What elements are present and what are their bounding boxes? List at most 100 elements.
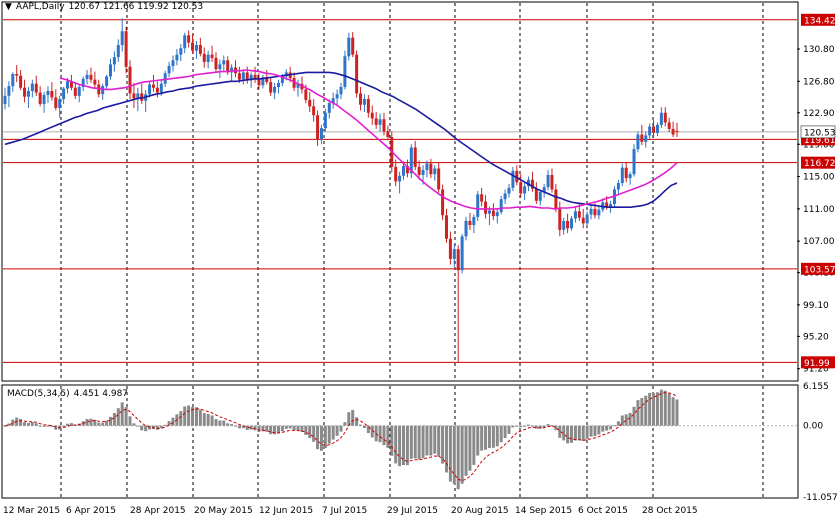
candle-body	[89, 74, 93, 80]
candle-body	[101, 86, 105, 95]
symbol-label: AAPL,Daily	[15, 2, 65, 12]
macd-histogram-bar	[214, 419, 218, 426]
macd-histogram-bar	[382, 425, 386, 446]
macd-histogram-bar	[421, 425, 425, 459]
macd-histogram-bar	[288, 425, 292, 429]
macd-histogram-bar	[566, 425, 570, 444]
macd-histogram-bar	[171, 417, 175, 426]
candle-body	[671, 128, 675, 135]
macd-histogram-bar	[124, 407, 128, 426]
macd-histogram-bar	[105, 420, 109, 426]
macd-histogram-bar	[269, 425, 273, 435]
candle-body	[296, 83, 300, 88]
macd-histogram-bar	[50, 425, 54, 427]
candle-body	[413, 147, 417, 167]
macd-histogram-bar	[573, 425, 577, 441]
macd-histogram-bar	[452, 425, 456, 485]
macd-histogram-bar	[355, 417, 359, 426]
price-tick-label: 91.20	[803, 365, 829, 375]
macd-histogram-bar	[644, 395, 648, 426]
candle-body	[280, 76, 284, 83]
macd-histogram-bar	[491, 425, 495, 448]
candle-body	[382, 119, 386, 132]
macd-histogram-bar	[417, 425, 421, 460]
candle-body	[194, 44, 198, 51]
macd-histogram-bar	[558, 425, 562, 438]
macd-histogram-bar	[179, 411, 183, 426]
candle-body	[38, 92, 42, 104]
macd-histogram-bar	[335, 425, 339, 436]
candle-body	[222, 60, 226, 65]
ma-slow-line	[4, 71, 678, 208]
current-price-label-box	[800, 125, 836, 139]
macd-histogram-bar	[612, 425, 616, 427]
price-level-label: 134.42	[804, 16, 836, 26]
macd-tick-label: -11.057	[803, 493, 838, 503]
candle-body	[343, 56, 347, 87]
macd-histogram-bar	[42, 425, 46, 427]
candle-body	[386, 131, 390, 138]
candle-body	[484, 201, 488, 214]
macd-histogram-bar	[234, 425, 238, 427]
candle-body	[394, 166, 398, 182]
price-tick-label: 130.80	[803, 45, 835, 55]
macd-histogram-bar	[511, 425, 515, 428]
macd-histogram-bar	[261, 425, 265, 432]
macd-histogram-bar	[38, 425, 42, 427]
macd-histogram-bar	[136, 425, 140, 427]
dropdown-arrow-icon[interactable]: ▼	[5, 2, 12, 12]
candle-body	[441, 189, 445, 216]
candle-body	[648, 126, 652, 136]
candle-body	[640, 134, 644, 142]
candle-body	[546, 174, 550, 188]
date-tick-label: 6 Oct 2015	[578, 506, 628, 516]
macd-histogram-bar	[167, 421, 171, 426]
candle-body	[570, 218, 574, 229]
candle-body	[499, 199, 503, 213]
candle-body	[3, 95, 7, 104]
macd-histogram-bar	[331, 425, 335, 440]
macd-histogram-bar	[480, 425, 484, 451]
candle-body	[581, 217, 585, 224]
candle-body	[487, 210, 491, 214]
candle-body	[206, 54, 210, 62]
candle-body	[628, 174, 632, 179]
candle-body	[511, 170, 515, 188]
macd-histogram-bar	[409, 425, 413, 459]
candle-body	[476, 194, 480, 217]
date-tick-label: 7 Jul 2015	[322, 506, 367, 516]
candle-body	[30, 83, 34, 91]
candle-body	[351, 37, 355, 55]
candle-body	[257, 78, 261, 86]
macd-histogram-bar	[85, 418, 89, 426]
macd-histogram-bar	[276, 425, 280, 434]
candle-body	[132, 93, 136, 99]
macd-histogram-bar	[265, 425, 269, 432]
candle-body	[519, 182, 523, 194]
macd-label: MACD(5,34,5)	[7, 389, 70, 399]
macd-histogram-bar	[206, 414, 210, 426]
candle-body	[448, 238, 452, 259]
macd-histogram-bar	[187, 405, 191, 426]
candle-body	[573, 211, 577, 219]
macd-histogram-bar	[624, 414, 628, 426]
candle-body	[179, 48, 183, 55]
macd-histogram-bar	[609, 425, 613, 430]
candle-body	[468, 220, 472, 226]
macd-histogram-bar	[54, 425, 58, 430]
macd-histogram-bar	[23, 422, 27, 426]
candle-body	[198, 44, 202, 54]
candle-body	[175, 54, 179, 61]
candle-body	[347, 37, 351, 57]
chart-header: ▼ AAPL,Daily 120.67 121.66 119.92 120.53	[5, 2, 207, 12]
candle-body	[230, 67, 234, 73]
macd-histogram-bar	[191, 407, 195, 426]
candle-body	[405, 166, 409, 174]
macd-histogram-bar	[554, 425, 558, 431]
macd-histogram-bar	[159, 425, 163, 429]
macd-tick-label: 6.155	[803, 382, 829, 392]
macd-histogram-bar	[316, 425, 320, 450]
macd-histogram-bar	[93, 419, 97, 426]
